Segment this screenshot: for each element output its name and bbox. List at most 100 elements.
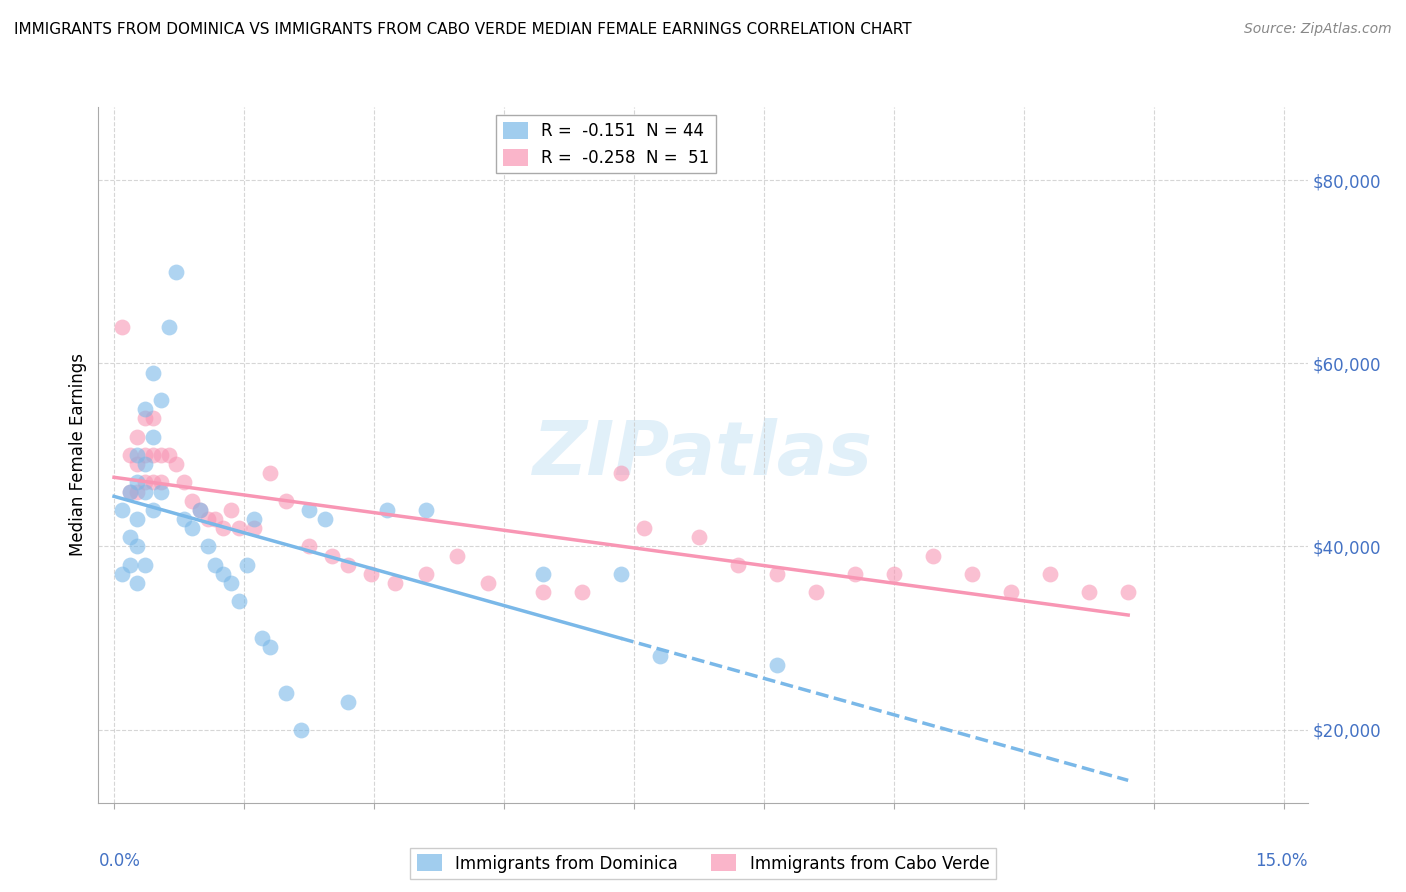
- Point: [1000, 585, 1022, 599]
- Y-axis label: Median Female Earnings: Median Female Earnings: [69, 353, 87, 557]
- Point: [228, 594, 250, 608]
- Point: [360, 566, 382, 581]
- Point: [118, 448, 141, 462]
- Point: [571, 585, 593, 599]
- Point: [127, 429, 149, 443]
- Point: [531, 585, 554, 599]
- Point: [415, 503, 437, 517]
- Point: [1039, 566, 1062, 581]
- Point: [766, 566, 789, 581]
- Legend: R =  -0.151  N = 44, R =  -0.258  N =  51: R = -0.151 N = 44, R = -0.258 N = 51: [496, 115, 716, 173]
- Point: [149, 475, 172, 490]
- Point: [446, 549, 468, 563]
- Text: 0.0%: 0.0%: [98, 852, 141, 870]
- Point: [337, 695, 360, 709]
- Point: [648, 649, 671, 664]
- Point: [118, 484, 141, 499]
- Point: [804, 585, 827, 599]
- Point: [727, 558, 749, 572]
- Point: [127, 512, 149, 526]
- Point: [212, 521, 235, 535]
- Point: [197, 512, 219, 526]
- Point: [531, 566, 554, 581]
- Point: [415, 566, 437, 581]
- Point: [142, 475, 165, 490]
- Point: [259, 467, 281, 481]
- Point: [142, 429, 165, 443]
- Point: [243, 521, 266, 535]
- Point: [134, 484, 156, 499]
- Point: [243, 512, 266, 526]
- Text: Source: ZipAtlas.com: Source: ZipAtlas.com: [1244, 22, 1392, 37]
- Point: [219, 503, 242, 517]
- Text: IMMIGRANTS FROM DOMINICA VS IMMIGRANTS FROM CABO VERDE MEDIAN FEMALE EARNINGS CO: IMMIGRANTS FROM DOMINICA VS IMMIGRANTS F…: [14, 22, 911, 37]
- Point: [173, 475, 195, 490]
- Point: [127, 448, 149, 462]
- Point: [228, 521, 250, 535]
- Point: [204, 558, 226, 572]
- Point: [204, 512, 226, 526]
- Point: [157, 448, 180, 462]
- Point: [142, 411, 165, 425]
- Point: [766, 658, 789, 673]
- Point: [149, 392, 172, 407]
- Point: [111, 503, 134, 517]
- Point: [375, 503, 398, 517]
- Point: [298, 540, 321, 554]
- Point: [111, 319, 134, 334]
- Point: [274, 686, 297, 700]
- Point: [274, 493, 297, 508]
- Point: [134, 558, 156, 572]
- Point: [134, 475, 156, 490]
- Point: [922, 549, 945, 563]
- Point: [883, 566, 905, 581]
- Point: [134, 448, 156, 462]
- Point: [321, 549, 343, 563]
- Point: [688, 530, 710, 544]
- Point: [165, 265, 187, 279]
- Point: [134, 402, 156, 417]
- Text: ZIPatlas: ZIPatlas: [533, 418, 873, 491]
- Point: [127, 475, 149, 490]
- Point: [127, 540, 149, 554]
- Point: [118, 484, 141, 499]
- Point: [165, 457, 187, 471]
- Point: [610, 467, 633, 481]
- Point: [188, 503, 211, 517]
- Point: [181, 521, 204, 535]
- Point: [1116, 585, 1139, 599]
- Point: [188, 503, 211, 517]
- Point: [384, 576, 406, 591]
- Point: [633, 521, 655, 535]
- Point: [118, 558, 141, 572]
- Point: [259, 640, 281, 655]
- Point: [844, 566, 866, 581]
- Point: [127, 457, 149, 471]
- Point: [142, 366, 165, 380]
- Point: [219, 576, 242, 591]
- Point: [960, 566, 983, 581]
- Point: [298, 503, 321, 517]
- Point: [134, 457, 156, 471]
- Point: [118, 530, 141, 544]
- Point: [252, 631, 274, 645]
- Point: [197, 540, 219, 554]
- Point: [181, 493, 204, 508]
- Point: [610, 566, 633, 581]
- Point: [127, 484, 149, 499]
- Point: [111, 566, 134, 581]
- Point: [212, 566, 235, 581]
- Point: [142, 503, 165, 517]
- Point: [157, 319, 180, 334]
- Point: [477, 576, 499, 591]
- Legend: Immigrants from Dominica, Immigrants from Cabo Verde: Immigrants from Dominica, Immigrants fro…: [411, 847, 995, 880]
- Text: 15.0%: 15.0%: [1256, 852, 1308, 870]
- Point: [290, 723, 312, 737]
- Point: [235, 558, 257, 572]
- Point: [134, 411, 156, 425]
- Point: [314, 512, 336, 526]
- Point: [173, 512, 195, 526]
- Point: [337, 558, 360, 572]
- Point: [127, 576, 149, 591]
- Point: [142, 448, 165, 462]
